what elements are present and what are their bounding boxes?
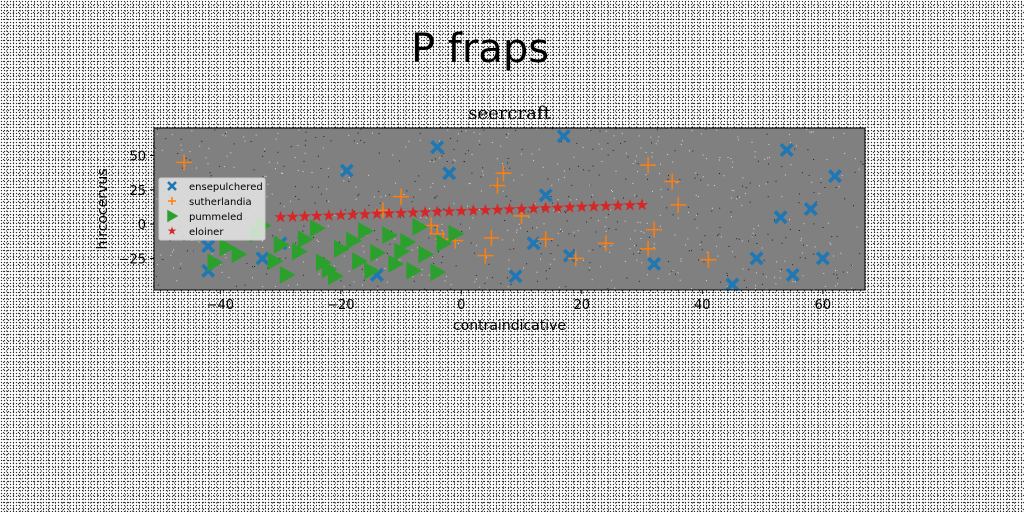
- chart-title: seercraft: [468, 103, 551, 124]
- x-tick-label: 40: [694, 298, 711, 313]
- y-tick-label: −25: [119, 252, 146, 267]
- x-axis-label: contraindicative: [453, 318, 566, 334]
- x-tick-label: 60: [815, 298, 832, 313]
- y-axis-label: hircocervus: [95, 169, 111, 250]
- x-tick-label: 20: [574, 298, 591, 313]
- legend-label: eloiner: [189, 227, 224, 238]
- y-tick-label: 0: [138, 218, 146, 233]
- x-tick-label: −40: [207, 298, 234, 313]
- legend-label: pummeled: [189, 212, 243, 223]
- y-tick-label: 50: [129, 149, 146, 164]
- y-tick-label: 25: [129, 184, 146, 199]
- legend-label: ensepulchered: [189, 182, 263, 193]
- y-axis-ticks: −25 0 25 50: [119, 149, 154, 267]
- legend-label: sutherlandia: [189, 197, 252, 208]
- x-tick-label: 0: [457, 298, 465, 313]
- legend: ensepulchered sutherlandia pummeled eloiner: [159, 178, 265, 240]
- x-axis-ticks: −40 −20 0 20 40 60: [207, 290, 832, 313]
- x-tick-label: −20: [327, 298, 354, 313]
